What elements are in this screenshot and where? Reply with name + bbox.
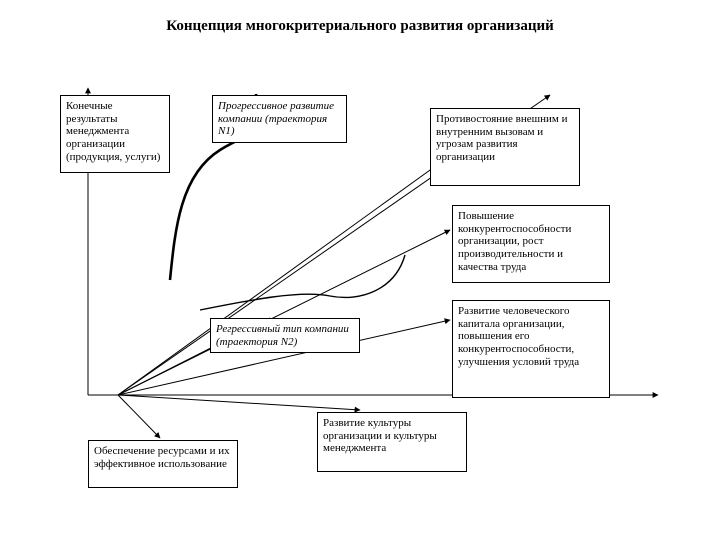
node-n4: Повышение конкурентоспособности организа… <box>452 205 610 283</box>
node-n2: Прогрессивное развитие компании (траекто… <box>212 95 347 143</box>
node-n1: Конечные результаты менеджмента организа… <box>60 95 170 173</box>
node-n7: Развитие культуры организации и культуры… <box>317 412 467 472</box>
curve-regressive <box>200 255 405 310</box>
node-n6: Регрессивный тип компании (траектория N2… <box>210 318 360 353</box>
diagram-canvas: Концепция многокритериального развития о… <box>0 0 720 540</box>
node-n8: Обеспечение ресурсами и их эффективное и… <box>88 440 238 488</box>
page-title: Концепция многокритериального развития о… <box>0 18 720 35</box>
node-n5: Развитие человеческого капитала организа… <box>452 300 610 398</box>
node-n3: Противостояние внешним и внутренним вызо… <box>430 108 580 186</box>
